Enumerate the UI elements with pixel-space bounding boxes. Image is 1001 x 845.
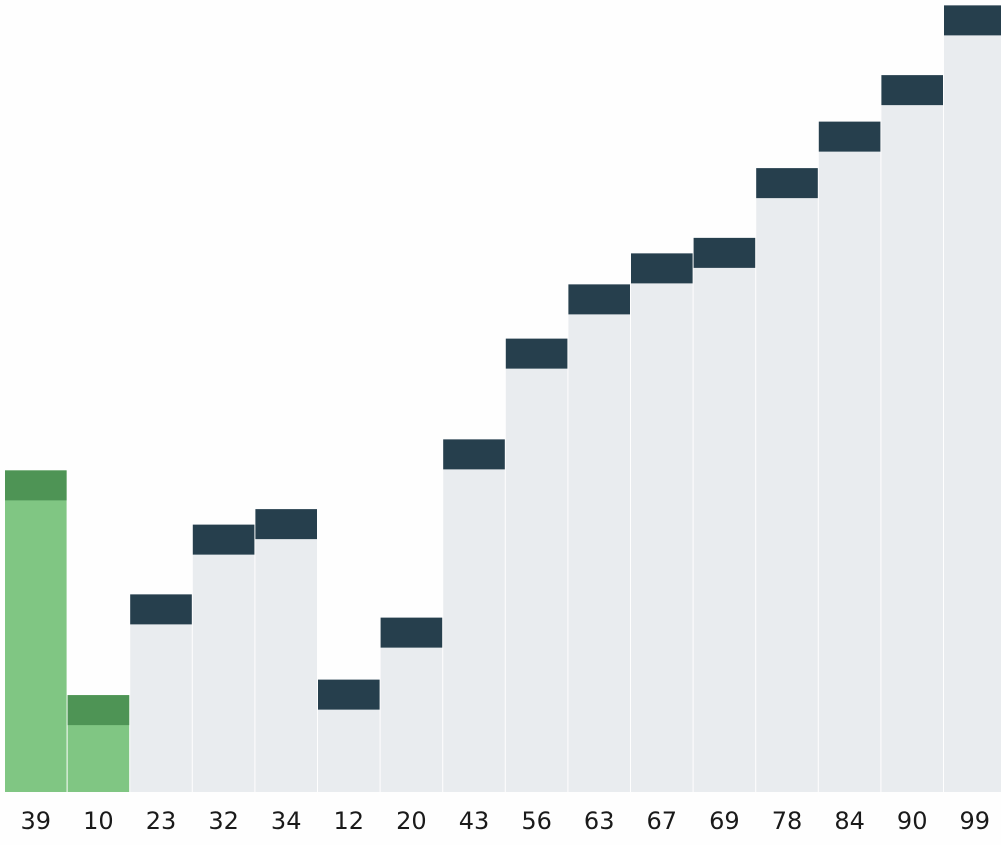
bar-cap-99	[944, 5, 1001, 36]
tick-label-78: 78	[772, 807, 803, 835]
bar-cap-23	[130, 594, 192, 625]
tick-label-67: 67	[647, 807, 678, 835]
bar-cap-43	[443, 439, 505, 470]
tick-label-39: 39	[21, 807, 52, 835]
tick-label-23: 23	[146, 807, 177, 835]
tick-label-84: 84	[834, 807, 865, 835]
bar-23	[130, 594, 192, 792]
bar-cap-67	[631, 253, 693, 284]
bar-cap-39	[5, 470, 67, 501]
bar-43	[443, 439, 505, 792]
tick-label-34: 34	[271, 807, 302, 835]
bar-84	[818, 121, 881, 792]
bar-90	[881, 75, 943, 792]
bar-cap-63	[568, 284, 630, 315]
bar-cap-84	[818, 121, 881, 152]
bar-cap-69	[693, 237, 756, 268]
tick-label-99: 99	[960, 807, 991, 835]
bar-cap-20	[380, 617, 443, 648]
tick-label-69: 69	[709, 807, 740, 835]
bar-39	[5, 470, 67, 792]
tick-label-12: 12	[334, 807, 365, 835]
bar-67	[631, 253, 693, 792]
bar-78	[756, 168, 818, 792]
bar-34	[255, 509, 317, 792]
bar-63	[568, 284, 630, 792]
tick-label-90: 90	[897, 807, 928, 835]
bar-cap-90	[881, 75, 943, 106]
bar-56	[505, 338, 568, 792]
bar-cap-32	[192, 524, 255, 555]
tick-label-32: 32	[208, 807, 239, 835]
bar-cap-56	[505, 338, 568, 369]
tick-label-43: 43	[459, 807, 490, 835]
tick-label-56: 56	[521, 807, 552, 835]
bar-cap-12	[318, 679, 380, 710]
tick-label-10: 10	[83, 807, 114, 835]
bar-cap-78	[756, 168, 818, 199]
bar-cap-34	[255, 509, 317, 540]
bar-32	[192, 524, 255, 792]
bar-cap-10	[67, 695, 130, 726]
tick-label-20: 20	[396, 807, 427, 835]
bar-69	[693, 237, 756, 792]
bar-99	[944, 5, 1001, 792]
tick-label-63: 63	[584, 807, 615, 835]
